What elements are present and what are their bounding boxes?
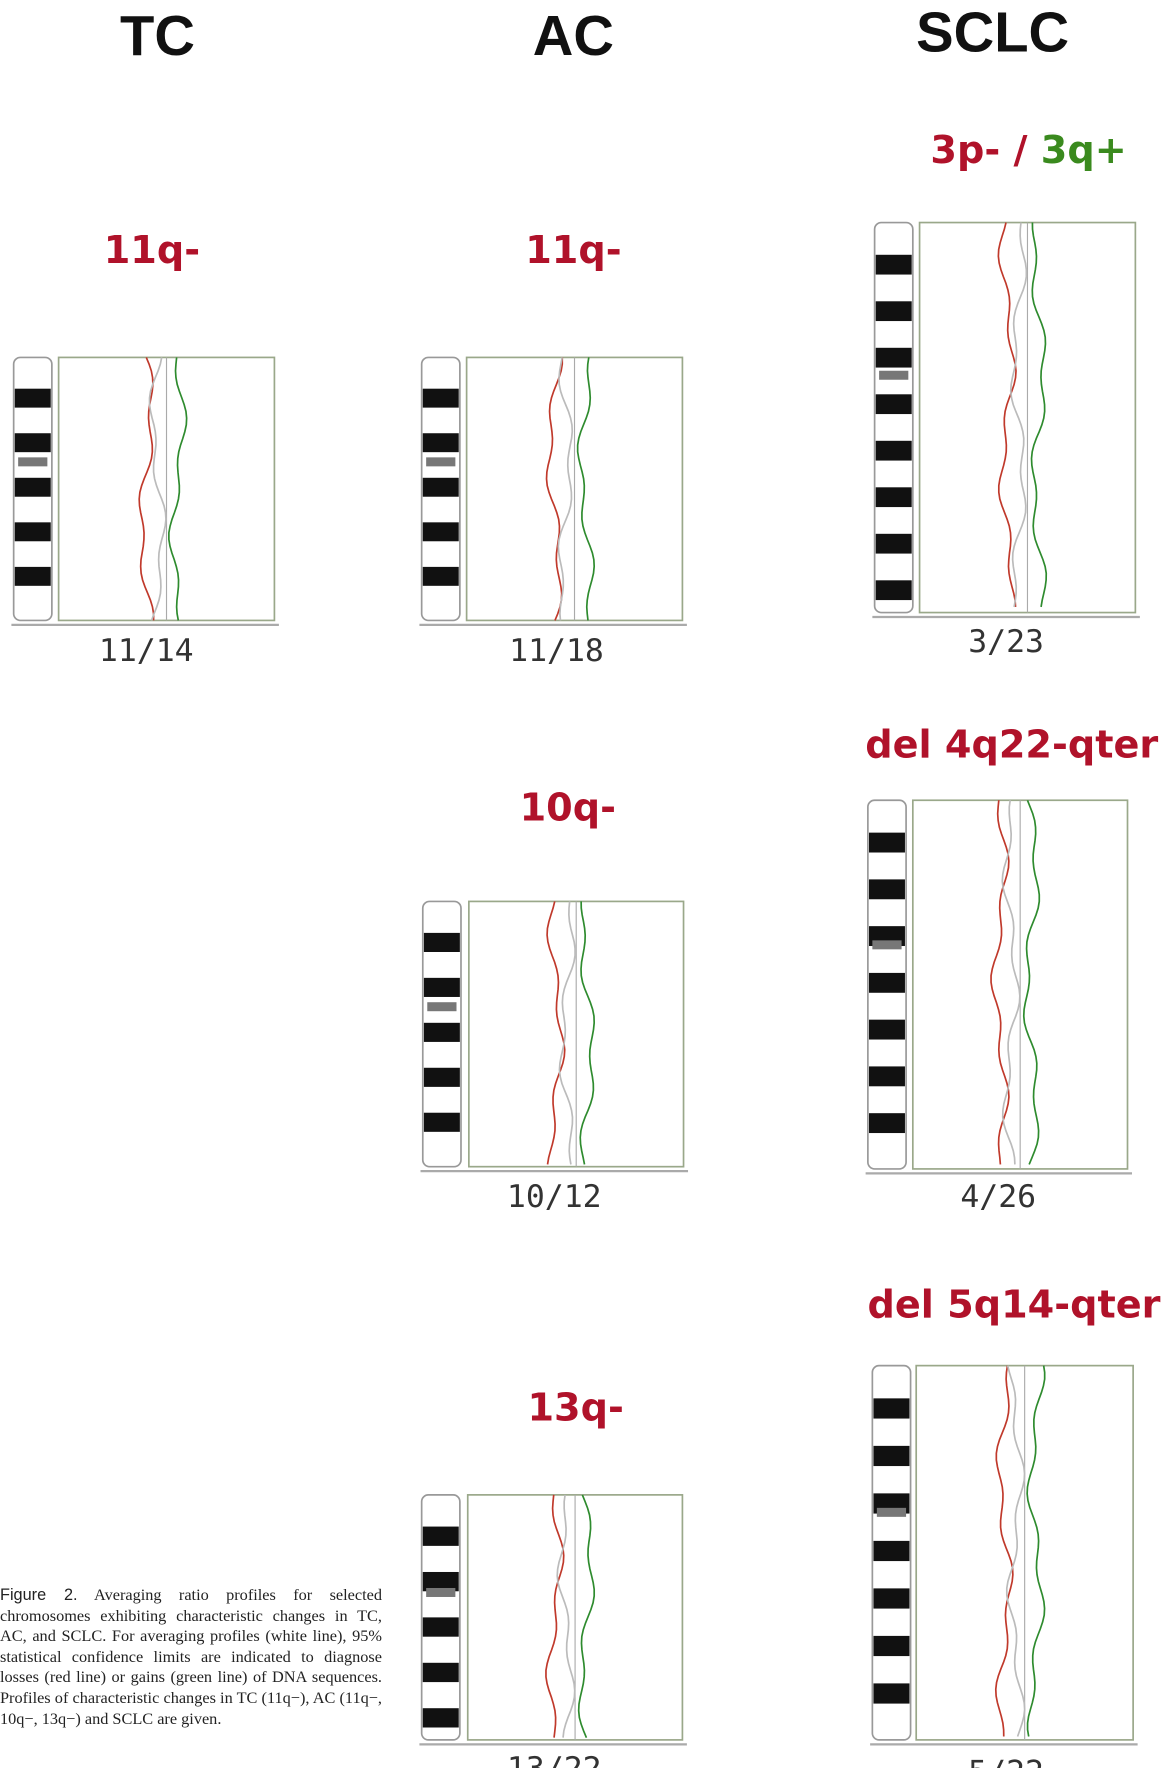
- ideogram-band: [876, 580, 912, 600]
- ideogram-outline: [875, 223, 913, 613]
- ideogram-band: [423, 1708, 459, 1727]
- ideogram-band: [424, 1068, 460, 1087]
- centromere: [18, 457, 47, 466]
- ideogram-band: [15, 522, 51, 541]
- ideogram-band: [423, 389, 459, 408]
- ideogram-band: [876, 441, 912, 461]
- panel-label: 11q-: [104, 229, 200, 273]
- ideogram-band: [873, 1398, 909, 1418]
- ideogram-band: [423, 433, 459, 452]
- caption-text: Averaging ratio profiles for selected ch…: [0, 1585, 382, 1728]
- ideogram-band: [873, 1446, 909, 1466]
- ideogram-band: [873, 1636, 909, 1656]
- centromere: [427, 1002, 456, 1011]
- case-ratio: 11/18: [509, 633, 604, 669]
- ideogram-band: [873, 1683, 909, 1703]
- ideogram-band: [424, 1113, 460, 1132]
- ideogram-band: [424, 1023, 460, 1042]
- centromere: [877, 1508, 906, 1517]
- ideogram-band: [423, 1663, 459, 1682]
- ideogram-band: [876, 255, 912, 275]
- loss-label: 3p- /: [930, 129, 1027, 173]
- centromere: [426, 457, 455, 466]
- ideogram-band: [873, 1541, 909, 1561]
- ideogram-band: [15, 567, 51, 586]
- ideogram-band: [869, 1113, 905, 1133]
- ideogram-band: [869, 879, 905, 899]
- ideogram-band: [423, 1617, 459, 1636]
- case-ratio: 5/22: [968, 1755, 1044, 1768]
- ideogram-band: [876, 487, 912, 507]
- figure: TC 11q- 11/14 AC 11q- 11/18 10q- 10/12 13q- 13/22…: [0, 0, 1176, 1768]
- ideogram-band: [424, 933, 460, 952]
- ideogram-band: [423, 567, 459, 586]
- panel-label: del 4q22-qter: [865, 724, 1158, 768]
- column-title: AC: [533, 4, 614, 67]
- case-ratio: 11/14: [99, 633, 194, 669]
- case-ratio: 4/26: [960, 1179, 1036, 1215]
- ideogram-band: [423, 478, 459, 497]
- column-title: TC: [120, 4, 195, 67]
- ideogram-band: [876, 534, 912, 554]
- case-ratio: 13/22: [507, 1751, 602, 1768]
- panel-label: 11q-: [525, 229, 621, 273]
- ideogram-band: [424, 978, 460, 997]
- case-ratio: 3/23: [968, 624, 1044, 660]
- ideogram-band: [15, 478, 51, 497]
- ideogram-band: [876, 394, 912, 414]
- centromere: [426, 1588, 455, 1597]
- ideogram-band: [15, 389, 51, 408]
- panel-label: 13q-: [527, 1387, 623, 1431]
- panel-label: 3p- / 3q+: [930, 129, 1126, 173]
- ideogram-band: [15, 433, 51, 452]
- ideogram-band: [423, 522, 459, 541]
- case-ratio: 10/12: [507, 1179, 602, 1215]
- ideogram-band: [873, 1588, 909, 1608]
- gain-label: 3q+: [1041, 129, 1127, 173]
- ideogram-band: [876, 348, 912, 368]
- ideogram-band: [869, 1020, 905, 1040]
- centromere: [872, 940, 901, 949]
- ideogram-band: [869, 973, 905, 993]
- ideogram-band: [876, 301, 912, 321]
- caption: Figure 2. Averaging ratio profiles for s…: [0, 1585, 382, 1729]
- figure-page: {"columns": [ {"title": "TC", "panels": …: [0, 0, 1176, 1768]
- ideogram-band: [423, 1527, 459, 1546]
- panel-label: 10q-: [520, 786, 616, 830]
- ideogram-band: [869, 1066, 905, 1086]
- column-title: SCLC: [916, 1, 1069, 64]
- ideogram-band: [869, 833, 905, 853]
- panel-label: del 5q14-qter: [867, 1283, 1160, 1327]
- caption-label: Figure 2.: [0, 1586, 78, 1604]
- centromere: [879, 371, 908, 380]
